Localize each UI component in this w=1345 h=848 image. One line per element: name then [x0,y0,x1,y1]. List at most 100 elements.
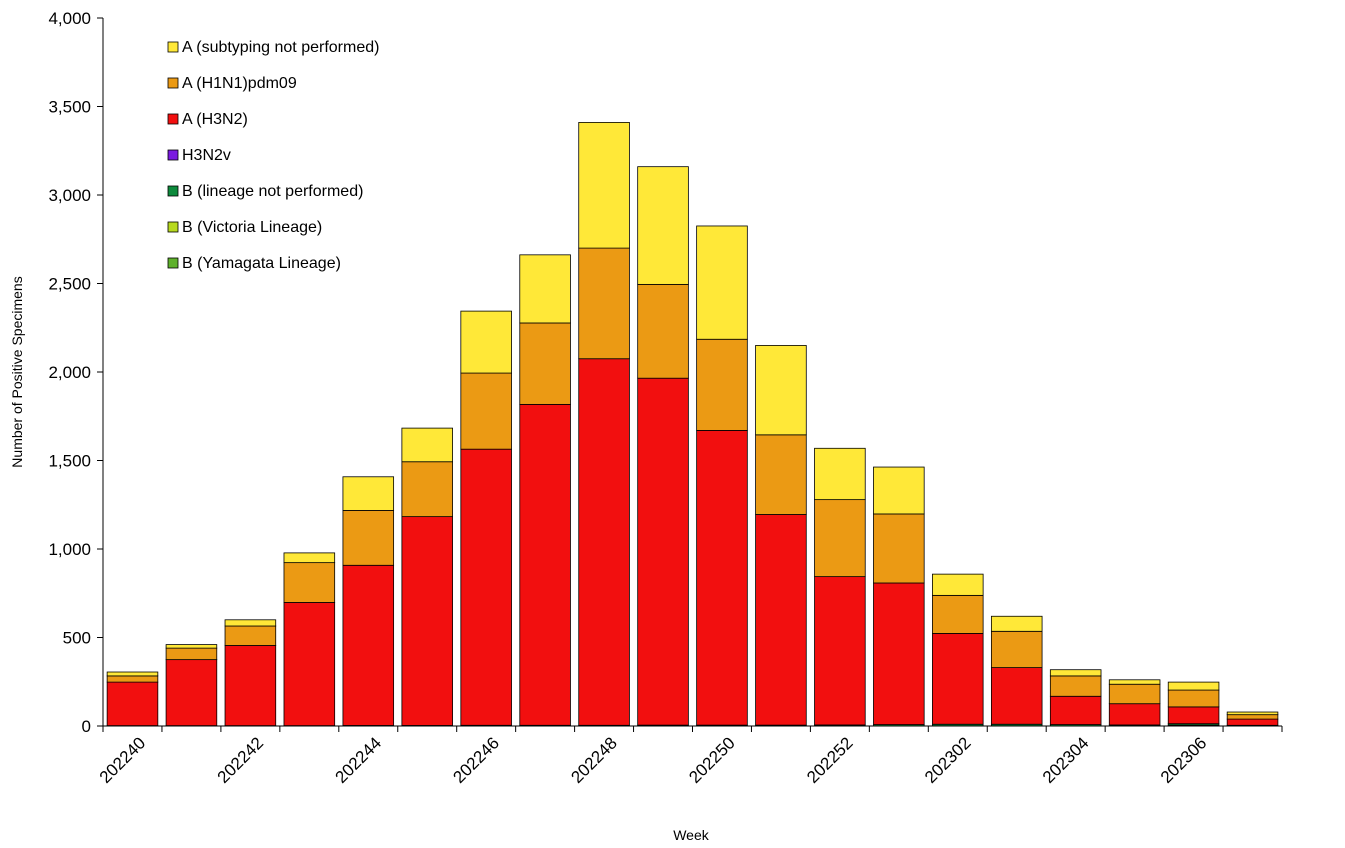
y-tick-label: 4,000 [48,9,91,28]
bar-segment-202245-series-6 [401,427,453,463]
bar-segment-202302-series-6 [932,573,984,596]
legend-label: B (lineage not performed) [182,183,363,200]
bar-segment-202248-series-5 [578,247,630,360]
bar-segment-202307-series-4 [1226,718,1279,726]
bar-segment-202247-series-5 [519,322,571,405]
bar-segment-202304-series-6 [1049,669,1102,677]
bar-segment-202304-series-4 [1049,695,1102,725]
bar-segment-202249-series-6 [637,166,689,285]
bar-segment-202240-series-4 [106,681,159,727]
x-tick-label: 202246 [449,733,503,787]
bar-segment-202306-series-6 [1167,681,1220,691]
bar-segment-202240-series-6 [106,671,159,677]
bar-segment-202302-series-4 [932,633,984,725]
bar-segment-202251-series-6 [755,345,807,436]
bar-segment-202242-series-6 [224,619,277,627]
legend-swatch [167,221,179,233]
bar-segment-202301-series-4 [873,582,925,725]
legend-label: B (Yamagata Lineage) [182,255,341,272]
bar-segment-202305-series-5 [1108,683,1161,705]
legend-swatch [167,149,179,161]
y-tick-label: 1,500 [48,452,91,471]
bar-segment-202243-series-6 [283,552,336,564]
bar-segment-202244-series-6 [342,476,395,511]
bars-layer [106,122,1279,727]
bar-segment-202250-series-5 [696,338,748,431]
bar-segment-202252-series-4 [814,576,866,726]
axes-layer [102,18,1282,727]
bar-segment-202243-series-4 [283,602,336,727]
bar-segment-202305-series-6 [1108,679,1161,685]
legend-swatch [167,113,179,125]
y-tick-label: 2,500 [48,275,91,294]
bar-segment-202307-series-6 [1226,711,1279,716]
y-tick-label: 2,000 [48,363,91,382]
bar-segment-202244-series-4 [342,564,395,726]
legend-swatch [167,41,179,53]
bar-segment-202303-series-5 [990,630,1043,668]
bar-segment-202248-series-6 [578,122,630,249]
x-tick-label: 202250 [685,733,739,787]
bar-segment-202302-series-5 [932,594,984,634]
bar-segment-202252-series-5 [814,499,866,578]
bar-segment-202242-series-4 [224,645,277,727]
bar-segment-202242-series-5 [224,625,277,646]
bar-segment-202248-series-4 [578,358,630,726]
legend-label: A (H1N1)pdm09 [182,75,297,92]
bar-segment-202246-series-5 [460,372,512,450]
bar-segment-202246-series-4 [460,448,512,726]
bar-segment-202251-series-4 [755,514,807,726]
bar-segment-202303-series-6 [990,615,1043,632]
x-tick-label: 202252 [803,733,857,787]
bar-segment-202243-series-5 [283,562,336,603]
legend-swatch [167,77,179,89]
legend-swatch [167,257,179,269]
bar-segment-202305-series-4 [1108,703,1161,726]
bar-segment-202301-series-6 [873,466,925,515]
bar-segment-202303-series-4 [990,667,1043,725]
bar-segment-202306-series-5 [1167,689,1220,708]
x-axis-title: Week [673,827,710,843]
y-axis-title: Number of Positive Specimens [9,276,25,467]
bar-segment-202306-series-4 [1167,706,1220,725]
y-tick-label: 0 [82,717,91,736]
x-tick-label: 202304 [1039,733,1093,787]
y-tick-label: 500 [63,629,91,648]
bar-segment-202301-series-5 [873,513,925,584]
legend-label: B (Victoria Lineage) [182,219,322,236]
x-tick-label: 202242 [214,733,268,787]
bar-segment-202249-series-5 [637,283,689,379]
bar-segment-202245-series-4 [401,516,453,726]
legend-swatch [167,185,179,197]
legend-label: A (subtyping not performed) [182,39,379,56]
bar-segment-202249-series-4 [637,377,689,726]
bar-segment-202241-series-4 [165,659,218,727]
x-tick-label: 202244 [332,733,386,787]
legend-label: A (H3N2) [182,111,248,128]
x-tick-label: 202248 [567,733,621,787]
bar-segment-202246-series-6 [460,310,512,374]
bar-segment-202245-series-5 [401,461,453,518]
bar-segment-202244-series-5 [342,510,395,566]
bar-segment-202307-series-5 [1226,714,1279,720]
x-tick-label: 202306 [1157,733,1211,787]
y-tick-label: 3,500 [48,98,91,117]
bar-segment-202241-series-5 [165,647,218,661]
bar-segment-202250-series-6 [696,225,748,340]
y-tick-label: 3,000 [48,186,91,205]
legend: A (subtyping not performed) A (H1N1)pdm09… [167,39,379,272]
bar-segment-202251-series-5 [755,434,807,515]
bar-segment-202241-series-6 [165,644,218,649]
bar-segment-202304-series-5 [1049,675,1102,697]
bar-segment-202252-series-6 [814,447,866,501]
x-tick-label: 202302 [921,733,975,787]
y-tick-label: 1,000 [48,540,91,559]
x-tick-label: 202240 [96,733,150,787]
bar-segment-202250-series-4 [696,430,748,726]
legend-label: H3N2v [182,147,231,164]
bar-segment-202247-series-4 [519,403,571,726]
bar-segment-202240-series-5 [106,675,159,683]
bar-segment-202247-series-6 [519,254,571,324]
